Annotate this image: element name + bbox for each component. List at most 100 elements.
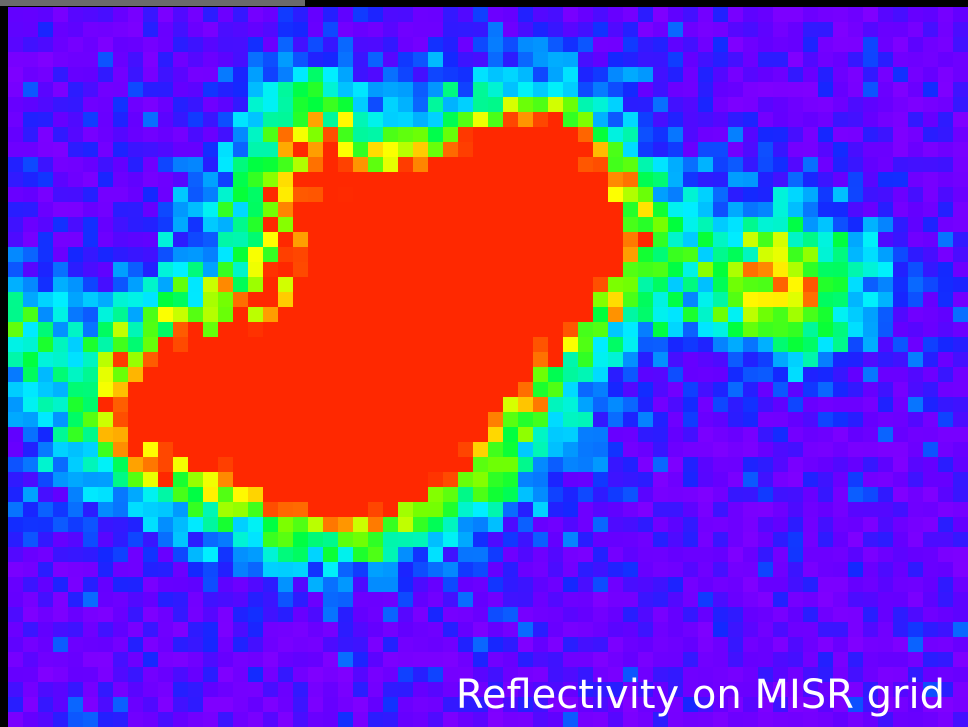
pixel: [713, 427, 728, 442]
pixel: [548, 352, 563, 367]
pixel: [38, 622, 53, 637]
pixel: [293, 427, 308, 442]
pixel: [263, 367, 278, 382]
pixel: [398, 202, 413, 217]
pixel: [143, 232, 158, 247]
pixel: [548, 367, 563, 382]
pixel: [518, 322, 533, 337]
pixel: [773, 37, 788, 52]
pixel: [488, 562, 503, 577]
pixel: [728, 577, 743, 592]
pixel: [53, 127, 68, 142]
pixel: [878, 172, 893, 187]
pixel: [98, 127, 113, 142]
pixel: [188, 112, 203, 127]
pixel: [23, 442, 38, 457]
pixel: [743, 637, 758, 652]
pixel: [368, 7, 383, 22]
pixel: [848, 337, 863, 352]
pixel: [563, 112, 578, 127]
pixel: [173, 67, 188, 82]
pixel: [23, 187, 38, 202]
pixel: [548, 277, 563, 292]
pixel: [203, 217, 218, 232]
pixel: [233, 337, 248, 352]
pixel: [473, 607, 488, 622]
pixel: [323, 382, 338, 397]
pixel: [953, 712, 968, 727]
pixel: [578, 367, 593, 382]
pixel: [458, 652, 473, 667]
pixel: [458, 442, 473, 457]
pixel: [158, 367, 173, 382]
pixel: [698, 472, 713, 487]
pixel: [143, 307, 158, 322]
pixel: [113, 697, 128, 712]
pixel: [473, 652, 488, 667]
pixel: [38, 52, 53, 67]
pixel: [548, 547, 563, 562]
pixel: [368, 607, 383, 622]
pixel: [68, 442, 83, 457]
pixel: [683, 67, 698, 82]
pixel: [233, 532, 248, 547]
pixel: [23, 562, 38, 577]
pixel: [818, 127, 833, 142]
pixel: [248, 577, 263, 592]
pixel: [38, 412, 53, 427]
pixel: [863, 247, 878, 262]
pixel: [113, 37, 128, 52]
pixel: [278, 127, 293, 142]
pixel: [458, 82, 473, 97]
pixel: [878, 637, 893, 652]
pixel: [713, 172, 728, 187]
pixel: [98, 322, 113, 337]
pixel: [248, 457, 263, 472]
pixel: [248, 232, 263, 247]
pixel: [953, 502, 968, 517]
pixel: [683, 202, 698, 217]
pixel: [818, 52, 833, 67]
pixel: [263, 667, 278, 682]
pixel: [368, 67, 383, 82]
pixel: [263, 52, 278, 67]
pixel: [863, 187, 878, 202]
pixel: [953, 382, 968, 397]
pixel: [353, 487, 368, 502]
pixel: [323, 592, 338, 607]
pixel: [908, 142, 923, 157]
pixel: [323, 127, 338, 142]
pixel: [263, 202, 278, 217]
pixel: [713, 607, 728, 622]
pixel: [188, 337, 203, 352]
pixel: [878, 247, 893, 262]
pixel: [488, 472, 503, 487]
pixel: [698, 22, 713, 37]
pixel: [338, 142, 353, 157]
pixel: [503, 412, 518, 427]
pixel: [83, 352, 98, 367]
pixel: [458, 592, 473, 607]
pixel: [938, 487, 953, 502]
pixel: [203, 367, 218, 382]
pixel: [818, 532, 833, 547]
pixel: [953, 667, 968, 682]
pixel: [218, 217, 233, 232]
pixel: [473, 367, 488, 382]
pixel: [698, 52, 713, 67]
pixel: [338, 382, 353, 397]
pixel: [278, 442, 293, 457]
pixel: [428, 622, 443, 637]
pixel: [698, 262, 713, 277]
pixel: [398, 442, 413, 457]
pixel: [773, 292, 788, 307]
pixel: [593, 472, 608, 487]
pixel: [368, 367, 383, 382]
pixel: [578, 232, 593, 247]
pixel: [143, 457, 158, 472]
pixel: [668, 52, 683, 67]
pixel: [413, 247, 428, 262]
pixel: [788, 142, 803, 157]
pixel: [293, 607, 308, 622]
pixel: [398, 157, 413, 172]
